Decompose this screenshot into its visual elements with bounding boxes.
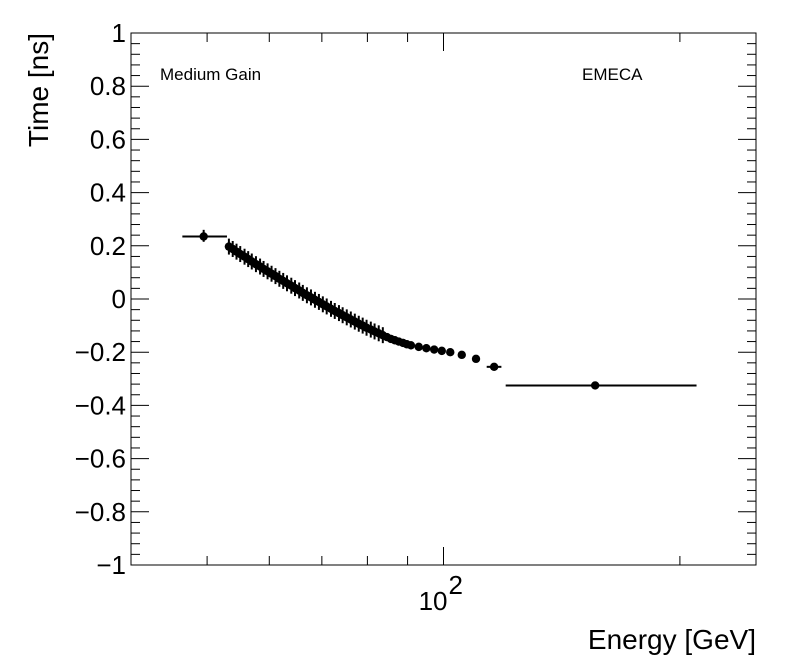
data-point: [358, 317, 367, 334]
marker: [457, 350, 466, 360]
y-tick-label: 0.6: [90, 124, 126, 154]
y-tick-label: 0.8: [90, 71, 126, 101]
y-tick-label: 0: [112, 284, 126, 314]
marker: [422, 344, 431, 353]
x-tick-base: 10: [419, 586, 448, 616]
data-point: [414, 342, 423, 352]
data-point: [471, 354, 481, 364]
axis-ticks: [130, 32, 756, 566]
y-tick-label: −1: [96, 550, 126, 580]
annotation-detector: EMECA: [582, 65, 643, 84]
plot-frame: [130, 32, 757, 566]
data-point: [275, 270, 284, 287]
marker: [489, 362, 499, 372]
marker: [199, 232, 208, 241]
marker: [414, 342, 423, 352]
data-point: [318, 296, 328, 313]
annotation-gain: Medium Gain: [160, 65, 261, 84]
x-tick-label-100: 10: [419, 586, 448, 616]
y-tick-label: −0.4: [75, 390, 126, 420]
plot-frame-rect: [130, 32, 757, 566]
marker: [590, 381, 600, 390]
data-point: [429, 345, 439, 354]
y-tick-label: −0.6: [75, 444, 126, 474]
data-point: [182, 229, 227, 242]
marker: [437, 346, 446, 356]
y-tick-labels: 1 0.8 0.6 0.4 0.2 0 −0.2 −0.4 −0.6 −0.8 −1: [75, 18, 126, 580]
x-axis-title: Energy [GeV]: [588, 624, 756, 655]
data-point: [406, 341, 416, 350]
data-point: [422, 344, 431, 353]
y-axis-title: Time [ns]: [23, 33, 54, 147]
data-point: [457, 350, 466, 360]
y-tick-label: 0.4: [90, 178, 126, 208]
y-tick-label: −0.8: [75, 497, 126, 527]
marker: [471, 354, 481, 364]
data-point: [437, 346, 446, 356]
y-tick-label: −0.2: [75, 337, 126, 367]
marker: [406, 341, 416, 350]
data-point: [505, 381, 697, 390]
data-point: [486, 362, 502, 372]
marker: [429, 345, 439, 354]
y-tick-label: 0.2: [90, 231, 126, 261]
data-point: [446, 348, 455, 357]
x-tick-exponent: 2: [449, 570, 463, 600]
data-point: [374, 325, 383, 342]
marker: [446, 348, 455, 357]
y-tick-label: 1: [112, 18, 126, 48]
data-points: [182, 229, 697, 390]
